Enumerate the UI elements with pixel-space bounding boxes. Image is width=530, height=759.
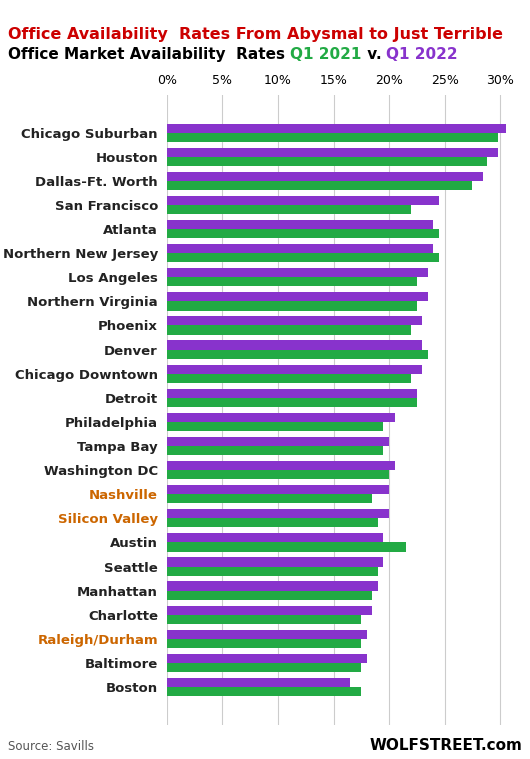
Bar bbox=[167, 509, 389, 518]
Bar bbox=[167, 606, 373, 615]
Text: Office Market Availability  Rates: Office Market Availability Rates bbox=[8, 47, 290, 62]
Bar bbox=[167, 470, 389, 479]
Bar bbox=[167, 181, 472, 190]
Bar bbox=[167, 317, 422, 326]
Bar bbox=[167, 518, 378, 528]
Text: v.: v. bbox=[361, 47, 386, 62]
Bar bbox=[167, 494, 373, 503]
Bar bbox=[167, 653, 367, 663]
Bar bbox=[167, 581, 378, 591]
Bar bbox=[167, 244, 434, 254]
Bar bbox=[167, 292, 428, 301]
Bar bbox=[167, 133, 498, 142]
Bar bbox=[167, 461, 395, 470]
Bar bbox=[167, 639, 361, 648]
Bar bbox=[167, 615, 361, 624]
Bar bbox=[167, 446, 384, 455]
Bar bbox=[167, 341, 422, 350]
Bar bbox=[167, 485, 389, 494]
Text: Office Availability  Rates From Abysmal to Just Terrible: Office Availability Rates From Abysmal t… bbox=[8, 27, 503, 42]
Text: Source: Savills: Source: Savills bbox=[8, 740, 94, 753]
Bar bbox=[167, 663, 361, 672]
Bar bbox=[167, 254, 439, 263]
Bar bbox=[167, 398, 417, 407]
Bar bbox=[167, 364, 422, 373]
Bar bbox=[167, 389, 417, 398]
Bar bbox=[167, 350, 428, 359]
Bar bbox=[167, 268, 428, 277]
Bar bbox=[167, 172, 483, 181]
Bar bbox=[167, 229, 439, 238]
Bar bbox=[167, 157, 487, 166]
Bar bbox=[167, 326, 411, 335]
Bar bbox=[167, 205, 411, 214]
Bar bbox=[167, 591, 373, 600]
Text: WOLFSTREET.com: WOLFSTREET.com bbox=[369, 738, 522, 753]
Bar bbox=[167, 557, 384, 566]
Bar bbox=[167, 413, 395, 422]
Bar bbox=[167, 196, 439, 205]
Bar bbox=[167, 147, 498, 157]
Text: Q1 2021: Q1 2021 bbox=[290, 47, 361, 62]
Bar bbox=[167, 437, 389, 446]
Text: Q1 2022: Q1 2022 bbox=[386, 47, 458, 62]
Bar bbox=[167, 220, 434, 229]
Bar bbox=[167, 301, 417, 310]
Bar bbox=[167, 543, 405, 552]
Bar bbox=[167, 373, 411, 383]
Bar bbox=[167, 566, 378, 575]
Bar bbox=[167, 687, 361, 696]
Bar bbox=[167, 277, 417, 286]
Bar bbox=[167, 124, 506, 133]
Bar bbox=[167, 630, 367, 639]
Bar bbox=[167, 534, 384, 543]
Bar bbox=[167, 422, 384, 431]
Bar bbox=[167, 678, 350, 687]
